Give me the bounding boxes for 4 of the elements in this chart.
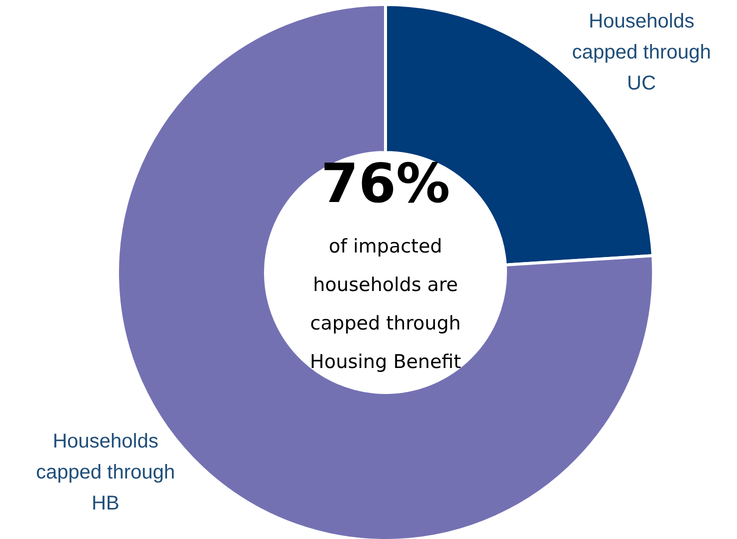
slice-label: Households capped through UC [572, 10, 712, 94]
text: 76% [320, 152, 450, 215]
slice-label: Households capped through HB [36, 430, 176, 514]
text: of impacted households are capped through Housing Benefit [310, 236, 462, 373]
